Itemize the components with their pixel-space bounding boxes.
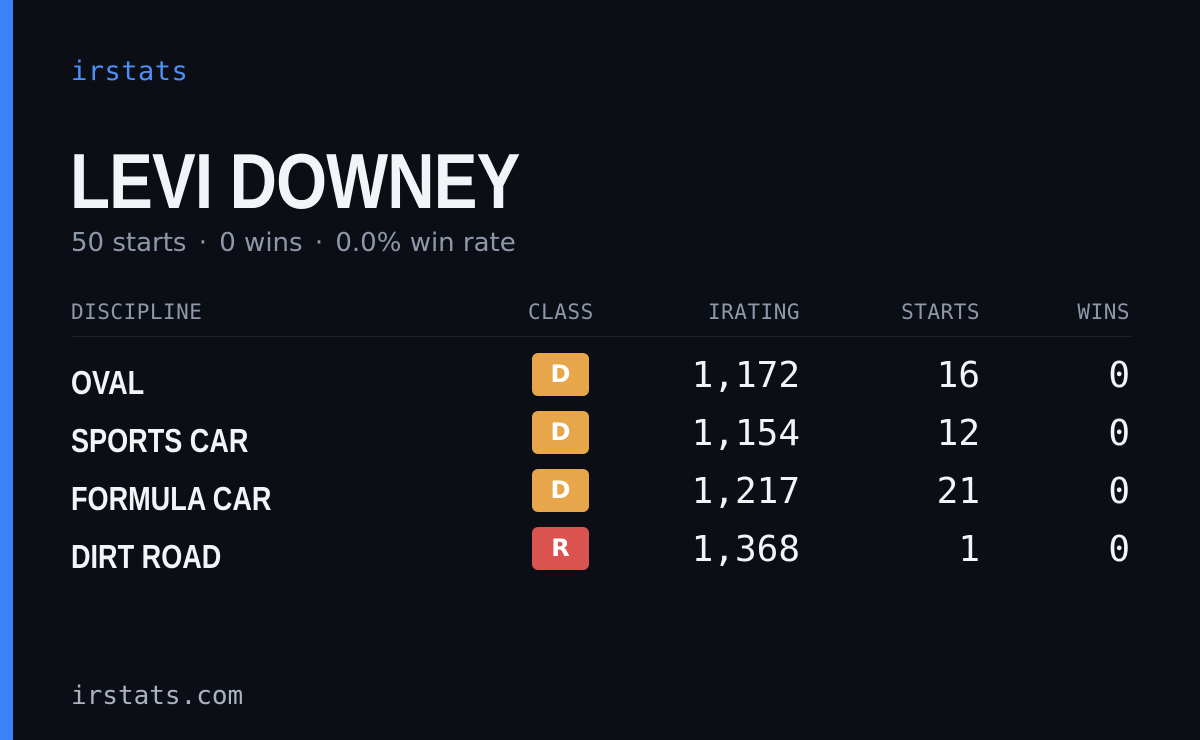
table-body: OVAL D 1,172 16 0 SPORTS CAR D 1,154 12 … (71, 337, 1131, 585)
discipline-name: OVAL (71, 364, 145, 401)
wins-value: 0 (1108, 471, 1130, 512)
discipline-name: SPORTS CAR (71, 422, 249, 459)
footer-url: irstats.com (71, 681, 244, 711)
class-badge: D (532, 353, 589, 396)
irating-value: 1,217 (691, 471, 800, 512)
header-wins: WINS (1077, 300, 1130, 324)
table-row: DIRT ROAD R 1,368 1 0 (71, 527, 1131, 585)
irating-value: 1,172 (691, 355, 800, 396)
wins-value: 0 (1108, 355, 1130, 396)
class-badge: R (532, 527, 589, 570)
starts-value: 1 (958, 529, 980, 570)
starts-summary: 50 starts (71, 228, 187, 258)
starts-value: 16 (936, 355, 980, 396)
starts-value: 21 (936, 471, 980, 512)
table-row: SPORTS CAR D 1,154 12 0 (71, 411, 1131, 469)
discipline-table: DISCIPLINE CLASS IRATING STARTS WINS OVA… (71, 298, 1131, 585)
win-rate-summary: 0.0% win rate (335, 228, 516, 258)
class-badge: D (532, 469, 589, 512)
irating-value: 1,368 (691, 529, 800, 570)
driver-summary: 50 starts · 0 wins · 0.0% win rate (71, 228, 516, 258)
irating-value: 1,154 (691, 413, 800, 454)
table-header: DISCIPLINE CLASS IRATING STARTS WINS (71, 298, 1131, 337)
discipline-name: DIRT ROAD (71, 538, 222, 575)
wins-value: 0 (1108, 529, 1130, 570)
summary-separator: · (198, 228, 207, 258)
driver-name: LEVI DOWNEY (70, 137, 520, 225)
accent-bar (0, 0, 13, 740)
header-discipline: DISCIPLINE (71, 300, 203, 324)
table-row: FORMULA CAR D 1,217 21 0 (71, 469, 1131, 527)
header-irating: IRATING (707, 300, 800, 324)
wins-summary: 0 wins (219, 228, 303, 258)
discipline-name: FORMULA CAR (71, 480, 272, 517)
summary-separator: · (314, 228, 324, 258)
header-starts: STARTS (901, 300, 980, 324)
table-row: OVAL D 1,172 16 0 (71, 353, 1131, 411)
starts-value: 12 (936, 413, 980, 454)
wins-value: 0 (1108, 413, 1130, 454)
brand-logo-text: irstats (71, 56, 189, 87)
header-class: CLASS (528, 300, 594, 324)
class-badge: D (532, 411, 589, 454)
